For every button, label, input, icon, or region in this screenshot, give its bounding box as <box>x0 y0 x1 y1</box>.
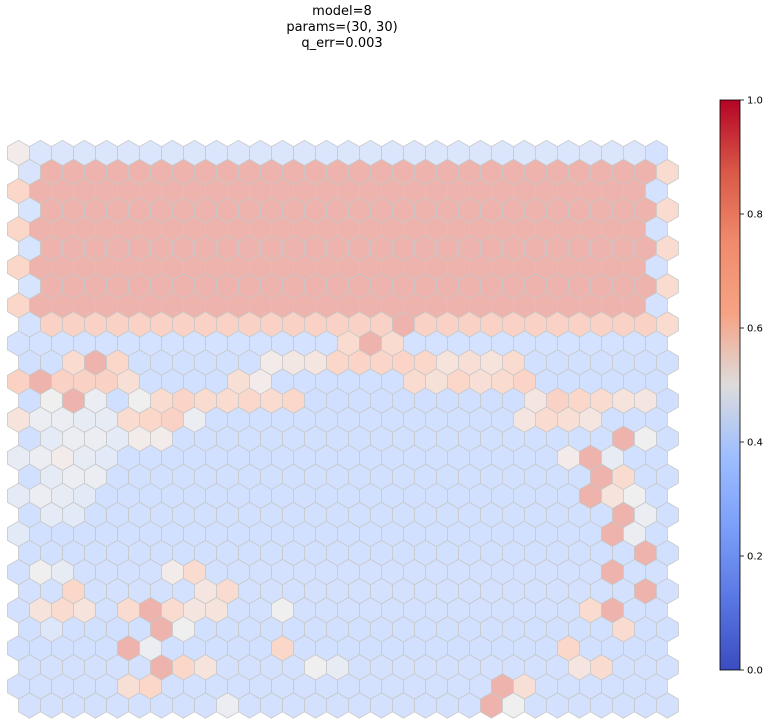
colorbar-tick-label: 0.8 <box>747 210 763 221</box>
colorbar: 0.0 0.2 0.4 0.6 0.8 1.0 <box>719 96 763 677</box>
colorbar-tick-label: 0.0 <box>747 666 763 677</box>
title-line-model: model=8 <box>312 4 372 19</box>
colorbar-tick-label: 0.2 <box>747 552 763 563</box>
colorbar-tick-label: 0.6 <box>747 324 763 335</box>
title-line-params: params=(30, 30) <box>286 20 398 35</box>
colorbar-tick-label: 1.0 <box>747 96 763 107</box>
hex-cell <box>656 692 679 719</box>
colorbar-frame <box>719 99 741 671</box>
som-hex-grid <box>7 139 679 719</box>
colorbar-tick-label: 0.4 <box>747 438 763 449</box>
colorbar-ticks: 0.0 0.2 0.4 0.6 0.8 1.0 <box>740 96 763 677</box>
title-line-qerr: q_err=0.003 <box>301 36 383 51</box>
chart-title: model=8 params=(30, 30) q_err=0.003 <box>0 4 684 52</box>
colorbar-fill <box>720 100 740 670</box>
